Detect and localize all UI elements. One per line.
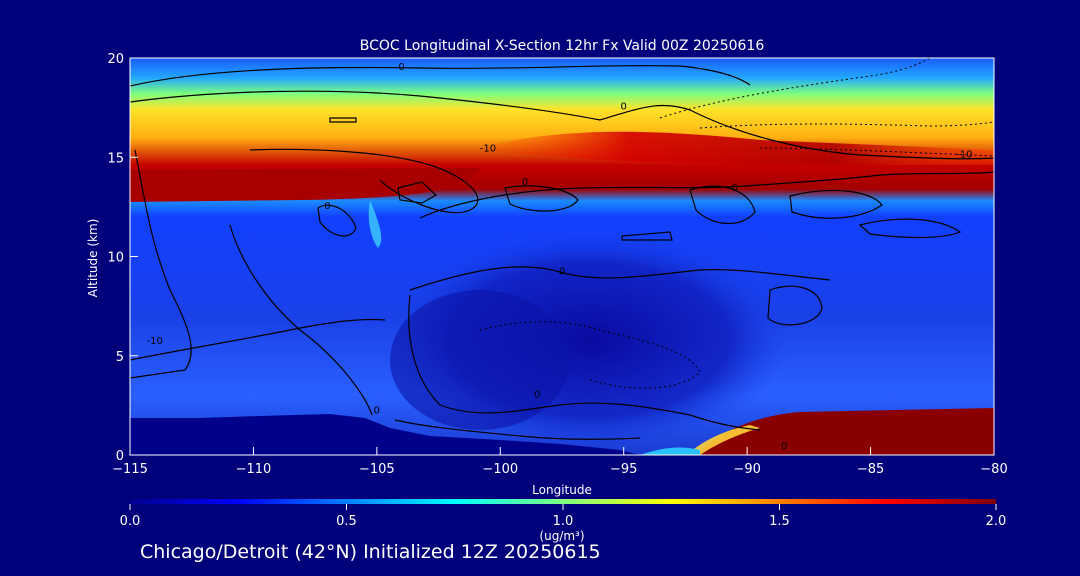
y-tick-label: 10 [107, 251, 124, 266]
x-axis-label: Longitude [532, 483, 592, 497]
x-tick-label: −115 [112, 462, 148, 477]
y-tick-label: 15 [107, 151, 124, 166]
x-tick-label: −105 [359, 462, 395, 477]
contour-label: -10 [147, 336, 163, 347]
x-tick-label: −90 [733, 462, 760, 477]
x-axis: −115 −110 −105 −100 −95 −90 −85 −80 [112, 447, 1008, 477]
colorbar-tick-label: 0.0 [120, 514, 141, 529]
chart-title: BCOC Longitudinal X-Section 12hr Fx Vali… [360, 38, 765, 54]
y-tick-label: 0 [116, 449, 124, 464]
contour-label: 0 [781, 441, 787, 452]
y-axis: 0 5 10 15 20 [107, 52, 138, 464]
colorbar-tick-label: 1.5 [769, 514, 790, 529]
contour-label: 0 [324, 201, 330, 212]
contour-label: 0 [621, 102, 627, 113]
y-tick-label: 5 [116, 350, 124, 365]
contour-label: 0 [398, 62, 404, 73]
contour-label: 0 [559, 266, 565, 277]
colorbar-tick-label: 1.0 [553, 514, 574, 529]
colorbar [130, 499, 996, 504]
contour-label: 0 [522, 177, 528, 188]
contour-label: -10 [480, 143, 496, 154]
x-tick-label: −110 [236, 462, 272, 477]
footer-caption: Chicago/Detroit (42°N) Initialized 12Z 2… [140, 541, 601, 563]
colorbar-tick-label: 2.0 [986, 514, 1007, 529]
contour-label: 0 [534, 389, 540, 400]
concentration-field: 0 0 -10 0 0 0 0 -10 0 0 -10 0 [130, 58, 994, 455]
x-tick-label: −85 [857, 462, 884, 477]
colorbar-ticks: 0.0 0.5 1.0 1.5 2.0 [120, 504, 1007, 529]
colorbar-unit-label: (ug/m³) [539, 529, 584, 543]
contour-label: 0 [732, 183, 738, 194]
y-axis-label: Altitude (km) [86, 219, 100, 298]
x-tick-label: −80 [980, 462, 1007, 477]
colorbar-tick-label: 0.5 [336, 514, 357, 529]
y-tick-label: 20 [107, 52, 124, 67]
contour-label: 0 [374, 405, 380, 416]
contour-label: -10 [956, 149, 972, 160]
x-tick-label: −100 [482, 462, 518, 477]
x-tick-label: −95 [610, 462, 637, 477]
